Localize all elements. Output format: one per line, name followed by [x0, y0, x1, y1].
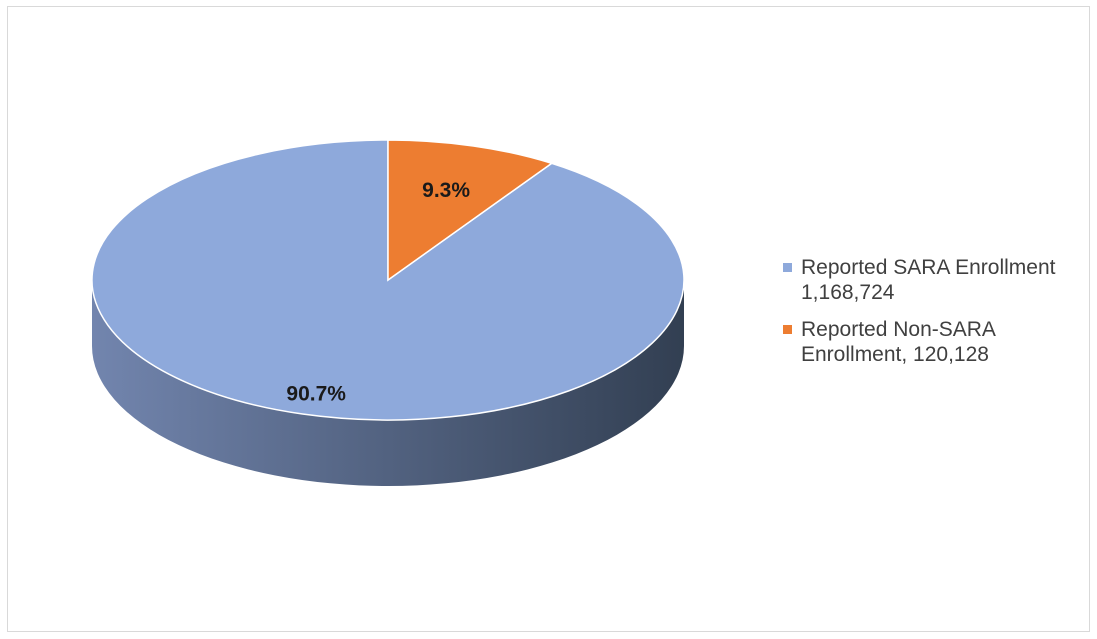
- legend-label-non-sara: Reported Non-SARA Enrollment, 120,128: [801, 318, 995, 366]
- pie-side-wall: [92, 280, 684, 486]
- legend-item-sara: Reported SARA Enrollment 1,168,724: [783, 255, 1083, 305]
- pie-slice-non-sara: [387, 139, 554, 282]
- data-label-sara: 90.7%: [286, 383, 346, 406]
- legend-item-non-sara: Reported Non-SARA Enrollment, 120,128: [783, 317, 1083, 367]
- legend: Reported SARA Enrollment 1,168,724 Repor…: [783, 255, 1083, 379]
- legend-swatch-non-sara: [783, 325, 792, 334]
- legend-label-sara: Reported SARA Enrollment 1,168,724: [801, 256, 1056, 304]
- data-label-non-sara: 9.3%: [422, 179, 470, 202]
- legend-swatch-sara: [783, 263, 792, 272]
